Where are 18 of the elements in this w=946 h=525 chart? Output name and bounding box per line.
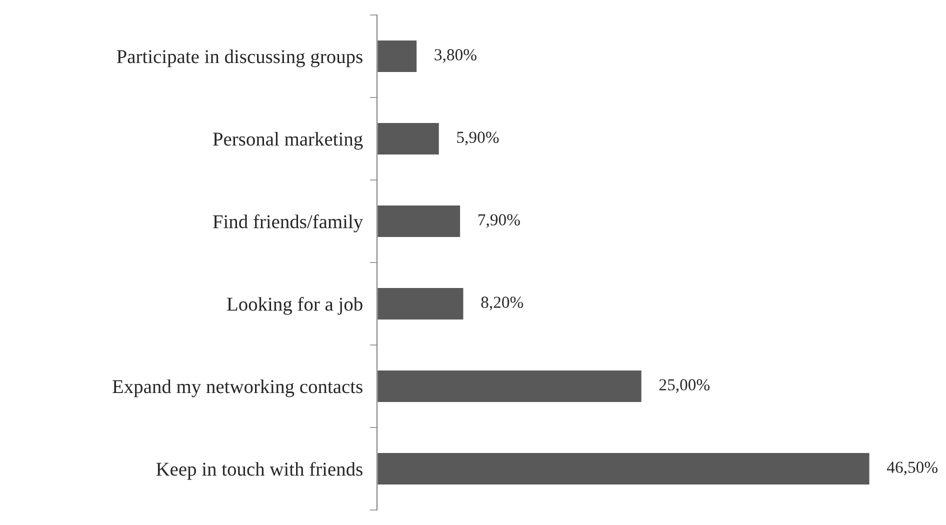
y-tick-label: Participate in discussing groups	[116, 50, 362, 68]
bar	[377, 286, 465, 321]
bar	[377, 39, 418, 74]
data-label: 8,20%	[481, 296, 524, 310]
y-tick-label: Find friends/family	[212, 214, 364, 232]
data-label: 3,80%	[434, 49, 476, 63]
bar	[377, 122, 440, 156]
data-label: 25,00%	[659, 379, 710, 393]
bar	[377, 452, 870, 486]
data-label: 7,90%	[478, 214, 520, 228]
data-label: 46,50%	[886, 462, 938, 476]
data-label: 5,90%	[457, 132, 499, 146]
y-tick-label: Personal marketing	[213, 132, 363, 150]
y-tick-label: Keep in touch with friends	[156, 462, 362, 480]
bar	[377, 369, 643, 404]
bar	[377, 204, 462, 238]
y-tick-label: Looking for a job	[227, 296, 362, 315]
y-tick-label: Expand my networking contacts	[112, 380, 362, 398]
